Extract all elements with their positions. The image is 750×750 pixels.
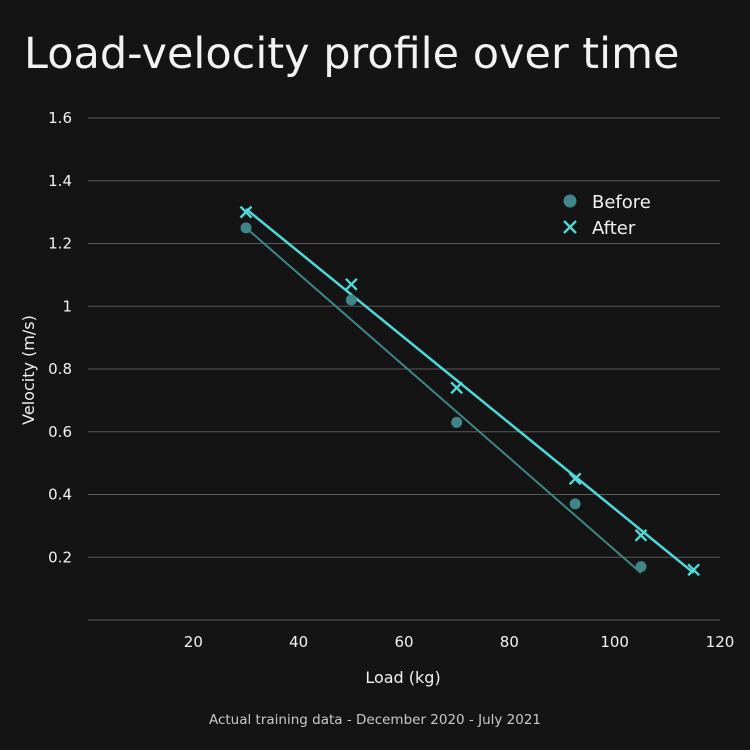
point-before xyxy=(240,222,252,234)
x-tick-label: 20 xyxy=(184,633,203,651)
legend: Before After xyxy=(563,192,651,239)
legend-marker-after xyxy=(563,220,577,234)
point-after xyxy=(239,205,253,219)
point-after xyxy=(568,472,582,486)
x-axis-label: Load (kg) xyxy=(365,668,440,687)
point-before xyxy=(451,416,463,428)
x-tick-label: 80 xyxy=(500,633,519,651)
point-after xyxy=(687,563,701,577)
point-after xyxy=(634,528,648,542)
y-axis-label: Velocity (m/s) xyxy=(19,315,38,425)
x-tick-label: 100 xyxy=(600,633,629,651)
x-tick-labels: 20 40 60 80 100 120 xyxy=(184,633,735,651)
y-tick-label: 1.2 xyxy=(48,235,72,253)
y-tick-label: 0.8 xyxy=(48,360,72,378)
point-after xyxy=(450,381,464,395)
data-points xyxy=(239,205,701,577)
legend-marker-before xyxy=(563,194,577,208)
chart-title: Load-velocity profile over time xyxy=(24,29,679,79)
x-tick-label: 120 xyxy=(706,633,735,651)
point-before xyxy=(569,498,581,510)
point-before xyxy=(635,561,647,573)
y-tick-label: 1 xyxy=(62,297,72,315)
y-tick-label: 1.4 xyxy=(48,172,72,190)
x-tick-label: 60 xyxy=(394,633,413,651)
legend-label-after: After xyxy=(592,218,636,239)
legend-label-before: Before xyxy=(592,192,651,213)
gridlines xyxy=(88,117,720,621)
trendline-after xyxy=(245,208,695,574)
x-tick-label: 40 xyxy=(289,633,308,651)
point-after xyxy=(344,277,358,291)
y-tick-label: 0.4 xyxy=(48,486,72,504)
chart-caption: Actual training data - December 2020 - J… xyxy=(209,712,541,728)
trendlines xyxy=(245,208,695,574)
y-tick-label: 1.6 xyxy=(48,109,72,127)
y-tick-label: 0.6 xyxy=(48,423,72,441)
trendline-before xyxy=(245,227,642,574)
point-before xyxy=(345,294,357,306)
y-tick-label: 0.2 xyxy=(48,548,72,566)
y-tick-labels: 0.2 0.4 0.6 0.8 1 1.2 1.4 1.6 xyxy=(48,109,72,566)
